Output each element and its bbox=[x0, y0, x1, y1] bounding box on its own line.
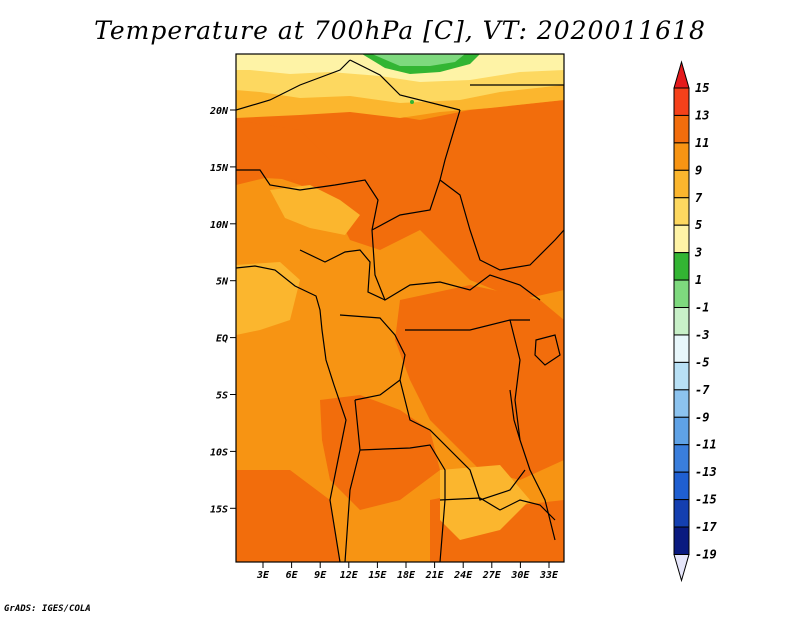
border-north bbox=[236, 59, 564, 111]
colorbar-segment bbox=[673, 114, 690, 144]
colorbar-label: -11 bbox=[695, 438, 717, 452]
border-chad bbox=[371, 229, 541, 301]
colorbar-label: 13 bbox=[695, 108, 709, 122]
colorbar-label: -1 bbox=[695, 301, 709, 315]
lat-label: 5N bbox=[216, 277, 229, 288]
colorbar-label: -7 bbox=[695, 383, 710, 397]
field-warm-southwest bbox=[236, 470, 340, 562]
colorbar-label: -13 bbox=[695, 465, 717, 479]
colorbar-segment bbox=[673, 416, 690, 446]
border-cameroon bbox=[299, 249, 386, 301]
colorbar-label: -15 bbox=[695, 493, 717, 507]
lat-label: 10S bbox=[210, 447, 228, 458]
lat-label: 5S bbox=[216, 391, 228, 402]
lat-label: 20N bbox=[209, 106, 229, 117]
lat-label: 10N bbox=[210, 220, 229, 231]
colorbar-segment bbox=[673, 252, 690, 281]
lon-label: 24E bbox=[453, 570, 473, 581]
lake-tanganyika bbox=[509, 389, 521, 441]
lon-ticks: 3E 6E 9E 12E 15E 18E 21E 24E 27E 30E 33E bbox=[256, 562, 559, 581]
lake-victoria bbox=[534, 334, 561, 366]
colorbar-segment bbox=[673, 224, 690, 254]
colorbar-label: -5 bbox=[695, 355, 709, 369]
chart-title: Temperature at 700hPa [C], VT: 202001161… bbox=[94, 16, 706, 45]
lat-label: 15N bbox=[210, 163, 229, 174]
lat-label: 15S bbox=[210, 504, 228, 515]
field-cool-nigeria bbox=[270, 185, 360, 235]
colorbar-segment bbox=[673, 197, 690, 226]
lon-label: 9E bbox=[314, 570, 327, 581]
colorbar-segment bbox=[673, 87, 690, 116]
colorbar-label: 3 bbox=[694, 246, 702, 260]
lon-label: 6E bbox=[286, 570, 299, 581]
field-warm-south bbox=[320, 395, 440, 510]
border-zambia bbox=[439, 497, 556, 521]
colorbar-segment bbox=[673, 361, 690, 391]
colorbar-segment bbox=[673, 307, 690, 336]
colorbar-label: 15 bbox=[695, 81, 709, 95]
colorbar-label: 5 bbox=[695, 218, 702, 232]
lon-label: 18E bbox=[397, 570, 416, 581]
colorbar-segment bbox=[673, 169, 690, 199]
colorbar-label: -9 bbox=[695, 410, 709, 424]
colorbar-label: 7 bbox=[695, 191, 703, 205]
lat-ticks: 20N 15N 10N 5N EQ 5S 10S 15S bbox=[209, 106, 236, 515]
colorbar-segment bbox=[673, 526, 690, 555]
colorbar-segment bbox=[673, 279, 690, 309]
field-warm-west bbox=[236, 120, 330, 185]
coastline-west bbox=[236, 265, 347, 562]
lon-label: 33E bbox=[539, 570, 559, 581]
field-north-green-1 bbox=[372, 54, 465, 66]
colorbar-segment bbox=[673, 471, 690, 501]
lon-label: 21E bbox=[425, 570, 445, 581]
colorbar-label: 11 bbox=[695, 136, 709, 150]
border-congo bbox=[339, 314, 530, 401]
colorbar-segment bbox=[673, 389, 690, 418]
colorbar-label: 1 bbox=[695, 273, 702, 287]
colorbar-label: -17 bbox=[695, 520, 717, 534]
field-warm-center bbox=[395, 285, 564, 480]
colorbar-segment bbox=[673, 499, 690, 528]
field-green-spot bbox=[410, 100, 414, 104]
field-cool-west bbox=[236, 262, 300, 335]
colorbar-bottom-arrow bbox=[673, 553, 690, 583]
border-sahel bbox=[236, 109, 461, 231]
colorbar-label: 9 bbox=[695, 163, 702, 177]
lon-label: 15E bbox=[368, 570, 387, 581]
lon-label: 3E bbox=[256, 570, 270, 581]
credit-label: GrADS: IGES/COLA bbox=[4, 604, 91, 614]
temperature-field bbox=[236, 54, 564, 562]
border-sudan bbox=[439, 179, 564, 271]
border-drc bbox=[399, 379, 526, 501]
lon-label: 30E bbox=[510, 570, 530, 581]
colorbar-segment bbox=[673, 334, 690, 363]
colorbar-segment bbox=[673, 444, 690, 473]
field-cool-southeast bbox=[440, 465, 530, 540]
lon-label: 27E bbox=[482, 570, 502, 581]
colorbar-top-arrow bbox=[673, 60, 690, 89]
colorbar-segment bbox=[673, 142, 690, 171]
map-frame bbox=[235, 53, 565, 563]
border-angola bbox=[344, 399, 446, 562]
lon-label: 12E bbox=[340, 570, 359, 581]
lat-label: EQ bbox=[216, 334, 228, 345]
country-borders bbox=[236, 59, 564, 562]
colorbar: 15 13 11 9 7 5 3 1 -1 -3 -5 -7 -9 -11 -13 -15 -17 -19 bbox=[673, 60, 717, 583]
colorbar-label: -19 bbox=[695, 547, 717, 561]
colorbar-label: -3 bbox=[695, 328, 709, 342]
